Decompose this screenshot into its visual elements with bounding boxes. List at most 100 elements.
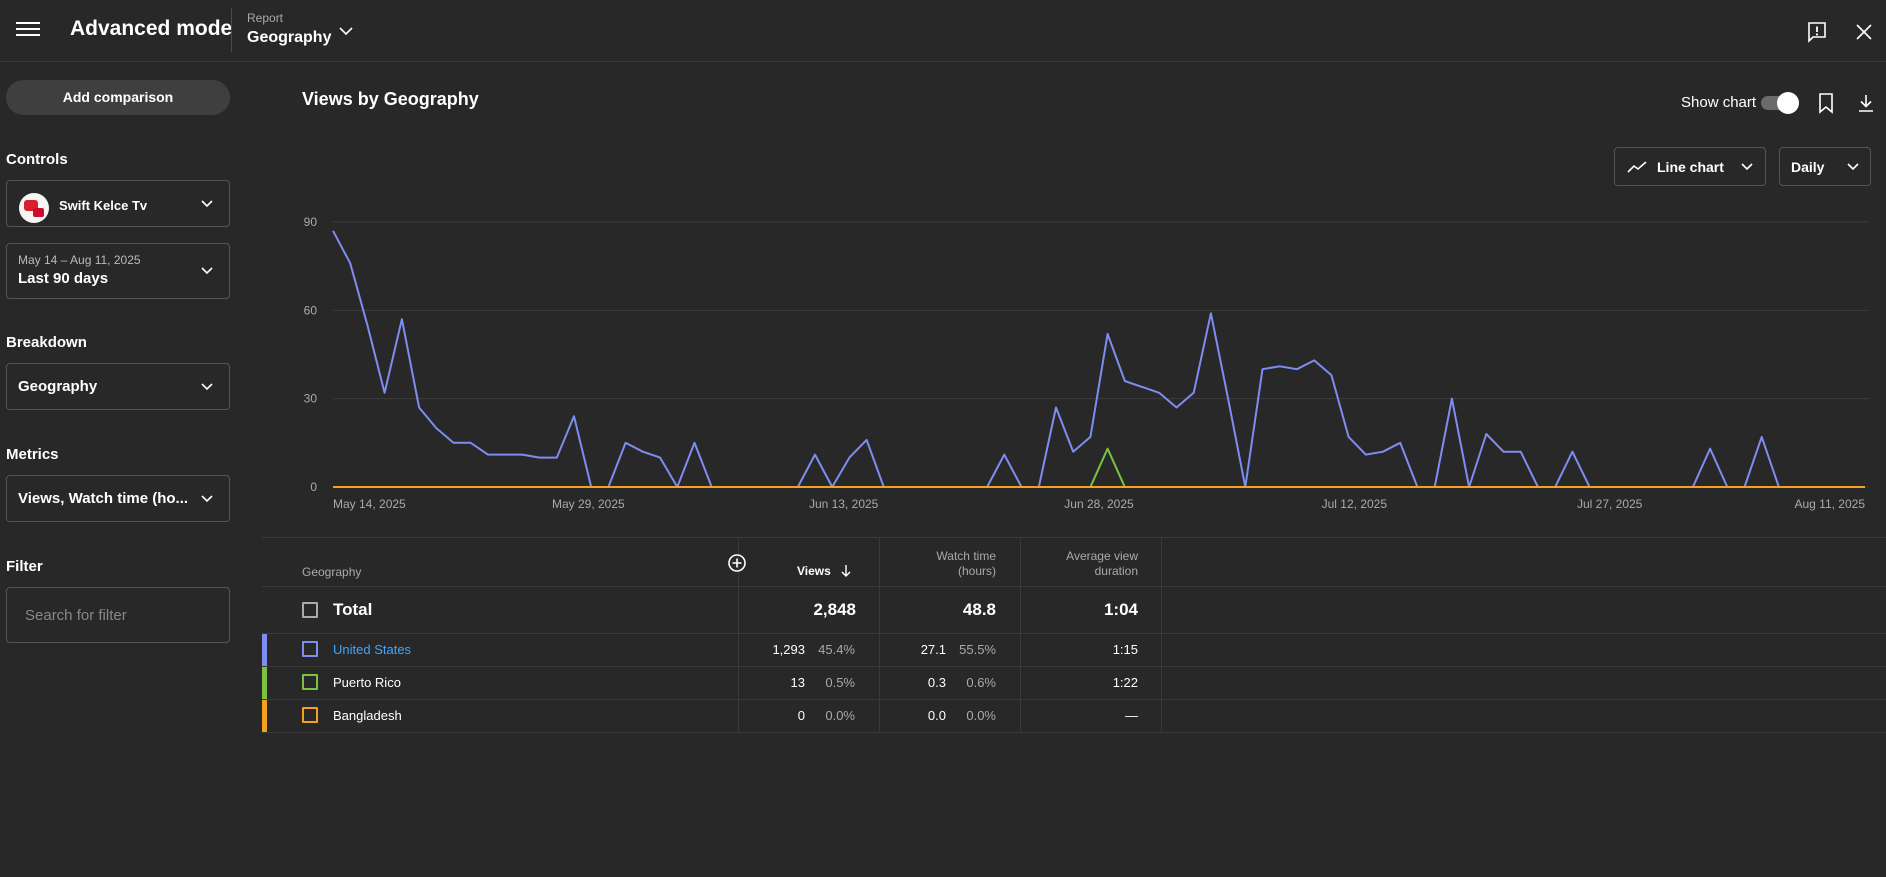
table-top-border xyxy=(262,537,1886,538)
geography-column-header[interactable]: Geography xyxy=(302,565,362,579)
bookmark-icon[interactable] xyxy=(1815,92,1837,114)
row-checkbox[interactable] xyxy=(302,707,318,723)
total-watch-time: 48.8 xyxy=(962,600,996,619)
series-color-bar xyxy=(262,700,267,732)
views-pct-cell: 45.4% xyxy=(818,642,855,657)
views-cell: 1,293 xyxy=(772,642,805,657)
views-cell: 0 xyxy=(797,708,805,723)
x-tick-label: Aug 11, 2025 xyxy=(1794,497,1865,511)
y-tick-label: 90 xyxy=(304,215,318,229)
granularity-dropdown[interactable]: Daily xyxy=(1779,147,1871,186)
line-chart-icon xyxy=(1627,161,1647,173)
x-tick-label: Jun 28, 2025 xyxy=(1064,497,1134,511)
x-tick-label: Jul 12, 2025 xyxy=(1322,497,1388,511)
close-icon[interactable] xyxy=(1853,21,1875,43)
column-divider xyxy=(879,537,880,732)
watch-time-cell: 0.3 xyxy=(927,675,946,690)
row-divider xyxy=(262,666,1886,667)
controls-heading: Controls xyxy=(6,151,68,168)
avatar xyxy=(19,193,49,223)
chart-type-label: Line chart xyxy=(1657,159,1724,175)
column-divider xyxy=(1020,537,1021,732)
series-color-bar xyxy=(262,634,267,666)
chevron-down-icon xyxy=(201,382,213,390)
feedback-icon[interactable] xyxy=(1806,21,1828,43)
report-caption: Report xyxy=(247,11,284,25)
sort-down-icon[interactable] xyxy=(838,563,854,579)
x-tick-label: Jul 27, 2025 xyxy=(1577,497,1643,511)
header-divider xyxy=(231,8,232,52)
row-checkbox[interactable] xyxy=(302,674,318,690)
granularity-label: Daily xyxy=(1791,159,1825,175)
geography-link[interactable]: United States xyxy=(333,642,412,657)
watch-time-pct-cell: 0.0% xyxy=(966,708,996,723)
watch-time-pct-cell: 0.6% xyxy=(966,675,996,690)
row-divider xyxy=(262,586,1886,587)
page-title: Views by Geography xyxy=(302,89,479,109)
add-column-icon[interactable] xyxy=(727,553,747,573)
breakdown-value: Geography xyxy=(18,377,98,395)
views-line-chart: 0 30 60 90 May 14, 2025 May 29, 2025 Jun 13, 2… xyxy=(304,215,1869,511)
views-pct-cell: 0.5% xyxy=(825,675,855,690)
watch-time-column-header[interactable]: Watch time (hours) xyxy=(936,549,996,578)
breakdown-heading: Breakdown xyxy=(6,334,87,351)
total-label: Total xyxy=(333,600,373,619)
menu-icon[interactable] xyxy=(14,18,42,42)
chevron-down-icon[interactable] xyxy=(337,22,355,40)
column-divider xyxy=(738,537,739,732)
metrics-selector[interactable]: Views, Watch time (ho... xyxy=(6,475,230,522)
avg-view-duration-cell: — xyxy=(1125,708,1138,723)
show-chart-toggle[interactable] xyxy=(1761,92,1799,114)
chevron-down-icon xyxy=(1741,163,1753,171)
filter-search-input[interactable] xyxy=(6,587,230,643)
metrics-value: Views, Watch time (ho... xyxy=(18,489,189,507)
series-line xyxy=(332,230,1865,488)
views-pct-cell: 0.0% xyxy=(825,708,855,723)
date-range-caption: May 14 – Aug 11, 2025 xyxy=(18,253,141,267)
chevron-down-icon xyxy=(201,199,213,207)
chart-type-dropdown[interactable]: Line chart xyxy=(1614,147,1766,186)
geography-name[interactable]: Puerto Rico xyxy=(333,675,401,690)
y-tick-label: 60 xyxy=(304,303,318,317)
show-chart-label: Show chart xyxy=(1681,94,1757,111)
chevron-down-icon xyxy=(201,494,213,502)
metrics-heading: Metrics xyxy=(6,446,59,463)
watch-time-cell: 0.0 xyxy=(927,708,946,723)
series-color-bar xyxy=(262,667,267,699)
geography-name[interactable]: Bangladesh xyxy=(333,708,402,723)
date-range-selector[interactable]: May 14 – Aug 11, 2025 Last 90 days xyxy=(6,243,230,299)
series-line xyxy=(333,447,1865,488)
row-checkbox[interactable] xyxy=(302,641,318,657)
row-divider xyxy=(262,633,1886,634)
report-selector[interactable]: Geography xyxy=(247,29,332,46)
total-avg-view-duration: 1:04 xyxy=(1103,600,1138,619)
filter-heading: Filter xyxy=(6,558,43,575)
avg-view-duration-column-header[interactable]: Average view duration xyxy=(1066,549,1138,578)
top-bar: Advanced mode Report Geography xyxy=(0,0,1886,62)
views-cell: 13 xyxy=(790,675,805,690)
row-divider xyxy=(262,699,1886,700)
date-range-value: Last 90 days xyxy=(18,270,109,287)
channel-name: Swift Kelce Tv xyxy=(59,198,148,213)
avg-view-duration-cell: 1:22 xyxy=(1112,675,1138,690)
watch-time-cell: 27.1 xyxy=(920,642,946,657)
total-views: 2,848 xyxy=(813,600,856,619)
x-tick-label: May 29, 2025 xyxy=(552,497,625,511)
y-tick-label: 0 xyxy=(310,480,317,494)
row-divider xyxy=(262,732,1886,733)
views-column-header[interactable]: Views xyxy=(797,564,831,578)
y-tick-label: 30 xyxy=(304,392,318,406)
column-divider xyxy=(1161,537,1162,732)
app-title: Advanced mode xyxy=(70,17,233,40)
chevron-down-icon xyxy=(1847,163,1859,171)
chevron-down-icon xyxy=(201,267,213,275)
channel-selector[interactable]: Swift Kelce Tv xyxy=(6,180,230,227)
breakdown-selector[interactable]: Geography xyxy=(6,363,230,410)
download-icon[interactable] xyxy=(1855,92,1877,114)
x-tick-label: May 14, 2025 xyxy=(333,497,406,511)
watch-time-pct-cell: 55.5% xyxy=(959,642,996,657)
avg-view-duration-cell: 1:15 xyxy=(1112,642,1138,657)
x-tick-label: Jun 13, 2025 xyxy=(809,497,879,511)
total-checkbox[interactable] xyxy=(302,602,318,618)
add-comparison-button[interactable]: Add comparison xyxy=(6,80,230,115)
